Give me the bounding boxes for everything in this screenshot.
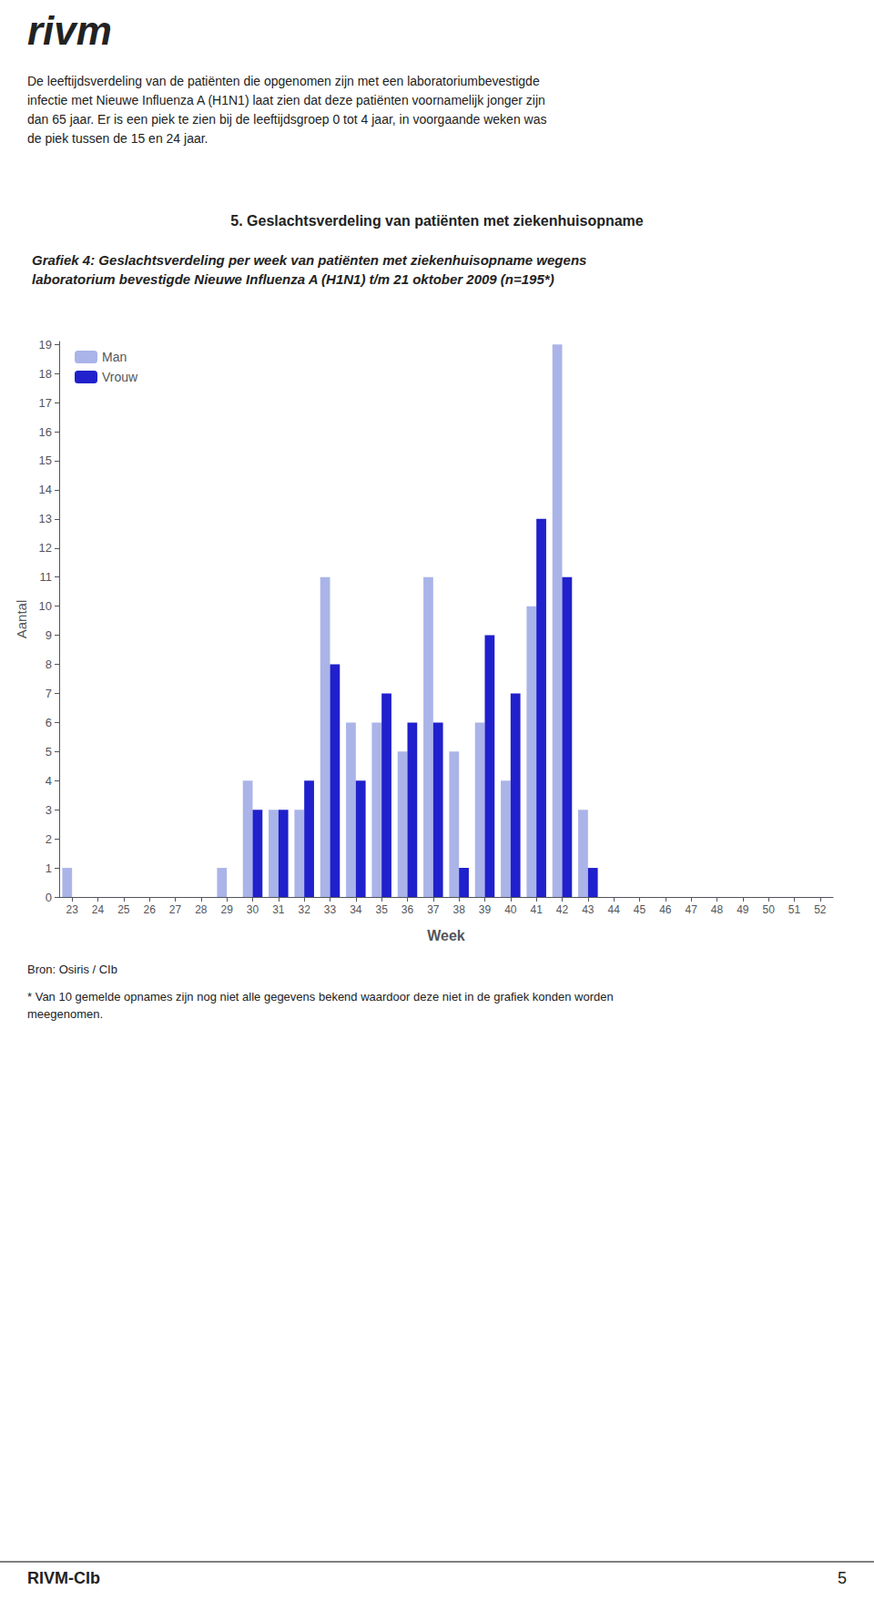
svg-text:27: 27 [169, 903, 183, 916]
svg-text:7: 7 [45, 686, 52, 701]
svg-text:5: 5 [837, 1568, 847, 1587]
svg-text:meegenomen.: meegenomen. [27, 1006, 103, 1021]
svg-text:29: 29 [220, 903, 234, 916]
svg-text:37: 37 [426, 903, 440, 916]
svg-text:3: 3 [45, 802, 52, 817]
svg-text:24: 24 [91, 903, 105, 916]
svg-text:23: 23 [65, 903, 79, 916]
svg-text:Grafiek 4: Geslachtsverdeling: Grafiek 4: Geslachtsverdeling per week v… [31, 252, 587, 268]
svg-text:46: 46 [659, 903, 672, 916]
svg-text:11: 11 [40, 569, 53, 584]
svg-text:51: 51 [788, 903, 802, 916]
svg-text:47: 47 [684, 903, 698, 916]
svg-text:43: 43 [581, 903, 595, 916]
svg-text:16: 16 [39, 425, 52, 439]
svg-text:50: 50 [762, 903, 775, 916]
svg-text:Aantal: Aantal [13, 599, 30, 640]
svg-text:17: 17 [39, 396, 52, 410]
svg-text:5: 5 [45, 744, 52, 759]
svg-text:45: 45 [633, 903, 647, 916]
svg-text:41: 41 [529, 903, 543, 916]
svg-text:4: 4 [45, 773, 52, 788]
svg-text:De leeftijdsverdeling van de p: De leeftijdsverdeling van de patiënten d… [27, 73, 540, 89]
svg-text:8: 8 [45, 657, 52, 671]
svg-text:18: 18 [39, 366, 52, 381]
svg-text:34: 34 [349, 903, 363, 916]
svg-text:19: 19 [39, 337, 52, 352]
svg-text:36: 36 [401, 903, 415, 916]
svg-text:28: 28 [194, 903, 208, 916]
svg-text:1: 1 [45, 861, 52, 875]
svg-text:Man: Man [101, 349, 127, 365]
svg-text:25: 25 [117, 903, 131, 916]
svg-text:Vrouw: Vrouw [101, 369, 139, 385]
svg-text:9: 9 [45, 628, 52, 642]
svg-text:31: 31 [272, 903, 285, 916]
svg-text:5. Geslachtsverdeling van pati: 5. Geslachtsverdeling van patiënten met … [230, 213, 644, 229]
svg-text:44: 44 [607, 903, 620, 916]
svg-text:12: 12 [39, 540, 52, 555]
svg-text:30: 30 [246, 903, 260, 916]
svg-text:dan 65 jaar. Er is een piek te: dan 65 jaar. Er is een piek te zien bij … [27, 111, 547, 127]
svg-text:15: 15 [39, 453, 52, 468]
svg-text:38: 38 [452, 903, 466, 916]
svg-text:laboratorium bevestigde Nieuwe: laboratorium bevestigde Nieuwe Influenza… [31, 271, 555, 287]
svg-text:RIVM-CIb: RIVM-CIb [27, 1568, 101, 1587]
svg-text:0: 0 [45, 890, 52, 905]
svg-text:13: 13 [39, 511, 52, 526]
svg-text:de piek tussen de 15 en 24 jaa: de piek tussen de 15 en 24 jaar. [27, 131, 208, 146]
svg-text:42: 42 [556, 903, 570, 916]
svg-text:6: 6 [45, 715, 52, 730]
svg-text:Bron: Osiris / CIb: Bron: Osiris / CIb [27, 962, 118, 976]
svg-text:* Van 10 gemelde opnames zijn: * Van 10 gemelde opnames zijn nog niet a… [27, 989, 614, 1004]
svg-text:48: 48 [711, 903, 724, 916]
svg-text:infectie met Nieuwe Influenza: infectie met Nieuwe Influenza A (H1N1) l… [27, 92, 546, 108]
svg-text:39: 39 [478, 903, 492, 916]
svg-text:14: 14 [39, 482, 52, 497]
svg-text:40: 40 [504, 903, 518, 916]
svg-text:32: 32 [297, 903, 311, 916]
svg-text:33: 33 [324, 903, 337, 916]
svg-text:49: 49 [736, 903, 750, 916]
svg-text:Week: Week [426, 927, 466, 944]
svg-text:10: 10 [39, 599, 52, 613]
svg-text:52: 52 [813, 903, 827, 916]
svg-text:26: 26 [142, 903, 156, 916]
svg-text:rivm: rivm [27, 8, 112, 53]
svg-text:2: 2 [45, 832, 52, 846]
svg-text:35: 35 [375, 903, 388, 916]
